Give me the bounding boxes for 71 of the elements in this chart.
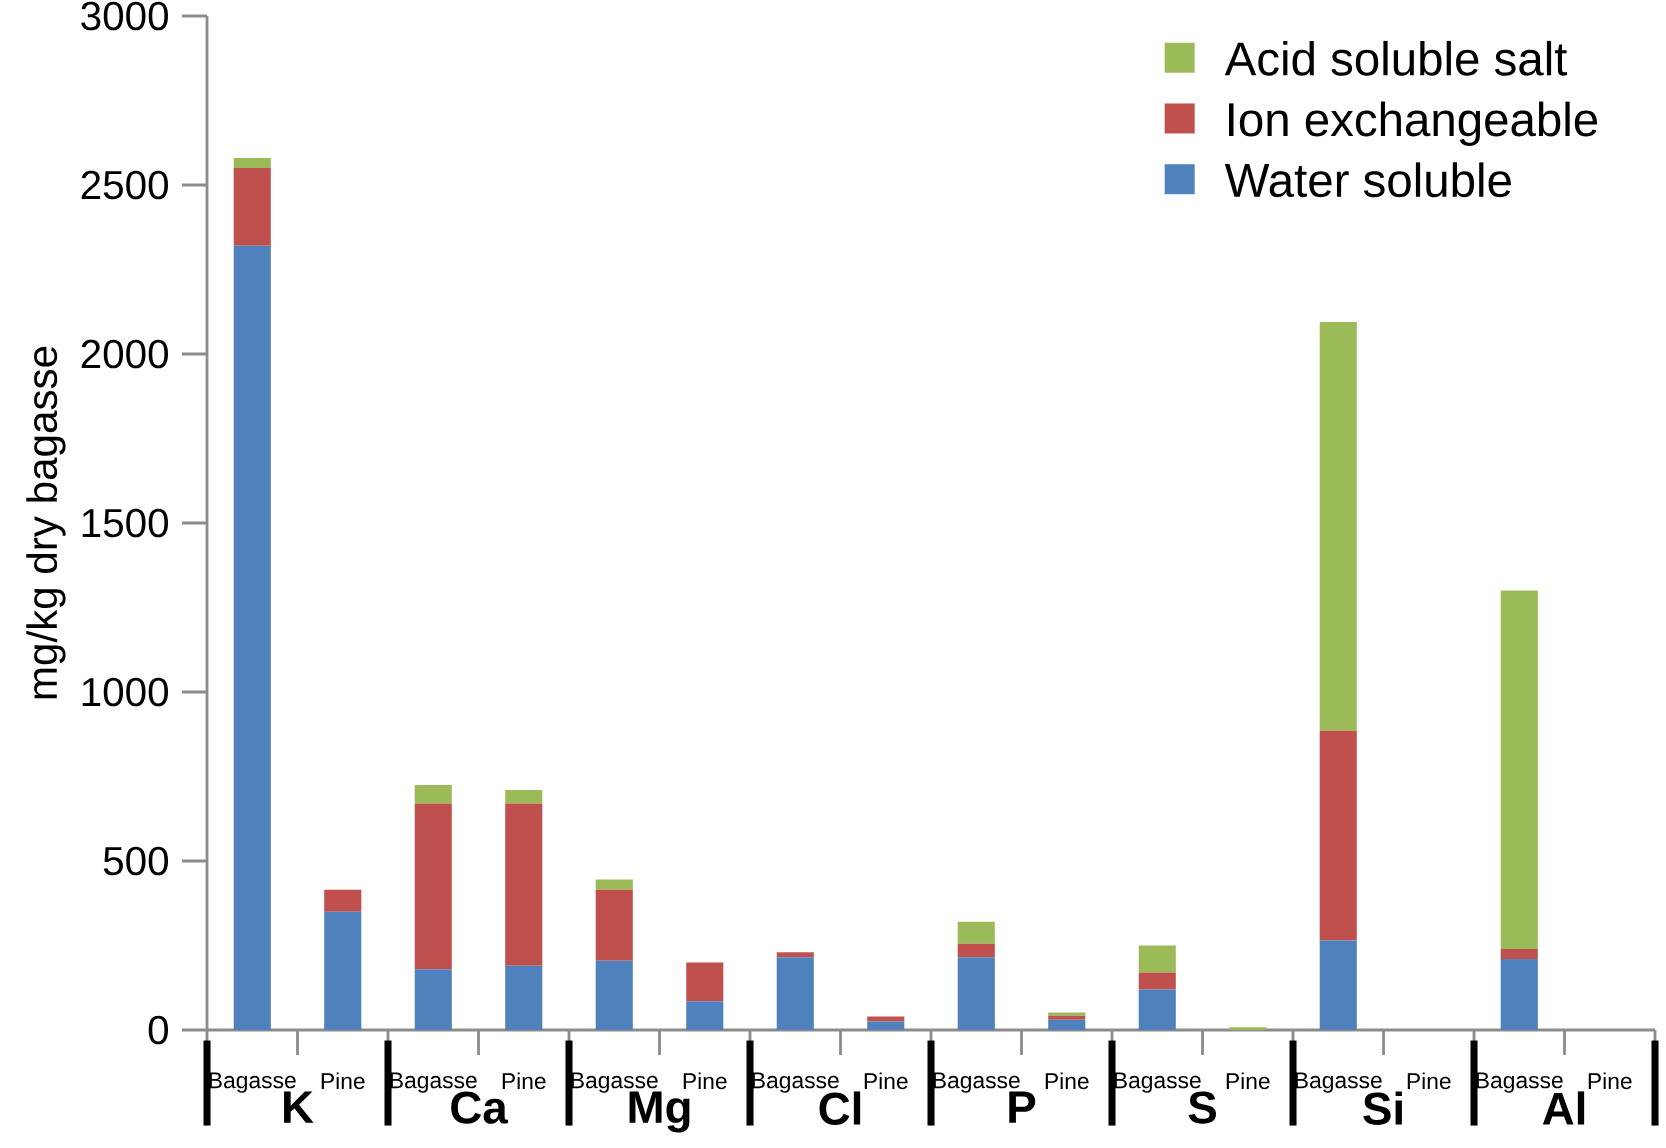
x-tick-label: Bagasse bbox=[933, 1072, 1020, 1093]
text: Cl bbox=[819, 1091, 861, 1125]
bar bbox=[1500, 590, 1538, 949]
text: P bbox=[1009, 1091, 1036, 1123]
x-tick-label: Bagasse bbox=[571, 1072, 658, 1093]
text: Si bbox=[1363, 1091, 1402, 1125]
y-tick-label: 2000 bbox=[81, 339, 168, 369]
y-tick-label: 2500 bbox=[81, 170, 168, 200]
text: Ca bbox=[451, 1091, 508, 1124]
x-tick-label: Pine bbox=[321, 1072, 365, 1090]
legend-label: Water soluble bbox=[1224, 162, 1511, 198]
bar bbox=[595, 889, 633, 961]
bar bbox=[233, 157, 271, 169]
x-tick-label: Pine bbox=[683, 1072, 727, 1090]
bar bbox=[1138, 972, 1176, 990]
bar bbox=[686, 962, 724, 1002]
legend-label: Acid soluble salt bbox=[1224, 40, 1568, 76]
bar bbox=[867, 1016, 905, 1022]
bar bbox=[1319, 940, 1357, 1031]
bar bbox=[324, 911, 362, 1031]
bar bbox=[1138, 945, 1176, 973]
bar bbox=[686, 1001, 724, 1031]
x-tick-label: Pine bbox=[1588, 1072, 1632, 1090]
bar bbox=[595, 960, 633, 1031]
x-tick-label: Pine bbox=[502, 1072, 546, 1090]
x-tick-label: Bagasse bbox=[1295, 1072, 1382, 1093]
y-tick-label: 500 bbox=[103, 846, 168, 876]
text: K bbox=[284, 1091, 314, 1123]
bar bbox=[776, 957, 814, 1031]
bar bbox=[1048, 1012, 1086, 1016]
bar bbox=[414, 803, 452, 970]
bar bbox=[324, 889, 362, 912]
text: S bbox=[1188, 1091, 1216, 1124]
bar bbox=[505, 790, 543, 804]
text: Mg bbox=[629, 1091, 690, 1133]
bar bbox=[233, 245, 271, 1031]
x-tick-label: Pine bbox=[1045, 1072, 1089, 1090]
bar bbox=[1048, 1015, 1086, 1020]
bar bbox=[957, 957, 995, 1031]
x-tick-label: Bagasse bbox=[390, 1072, 477, 1093]
x-tick-label: Bagasse bbox=[209, 1072, 296, 1093]
text: Al bbox=[1542, 1091, 1585, 1125]
bar bbox=[867, 1021, 905, 1031]
bar bbox=[414, 784, 452, 804]
bar bbox=[505, 965, 543, 1031]
x-tick-label: Pine bbox=[864, 1072, 908, 1090]
x-tick-label: Bagasse bbox=[1476, 1072, 1563, 1093]
bar bbox=[957, 943, 995, 958]
x-tick-label: Bagasse bbox=[1114, 1072, 1201, 1093]
bar bbox=[1500, 948, 1538, 960]
bar bbox=[776, 952, 814, 958]
bar bbox=[414, 969, 452, 1031]
bar bbox=[1048, 1019, 1086, 1031]
y-tick-label: 0 bbox=[148, 1015, 168, 1045]
x-tick-label: Pine bbox=[1407, 1072, 1451, 1090]
bar bbox=[1229, 1027, 1267, 1031]
y-axis-title: mg/kg dry bagasse bbox=[26, 346, 66, 699]
x-tick-label: Bagasse bbox=[752, 1072, 839, 1093]
y-tick-label: 3000 bbox=[81, 1, 168, 31]
bar bbox=[595, 879, 633, 890]
bar bbox=[957, 921, 995, 944]
bar bbox=[505, 803, 543, 966]
legend-label: Ion exchangeable bbox=[1229, 101, 1598, 146]
bar bbox=[233, 168, 271, 246]
y-tick-label: 1500 bbox=[82, 508, 168, 538]
bar bbox=[1319, 730, 1357, 941]
bar bbox=[1319, 321, 1357, 731]
bar bbox=[1138, 989, 1176, 1031]
x-tick-label: Pine bbox=[1226, 1072, 1270, 1090]
bar bbox=[1500, 959, 1538, 1031]
y-tick-label: 1000 bbox=[82, 677, 168, 707]
